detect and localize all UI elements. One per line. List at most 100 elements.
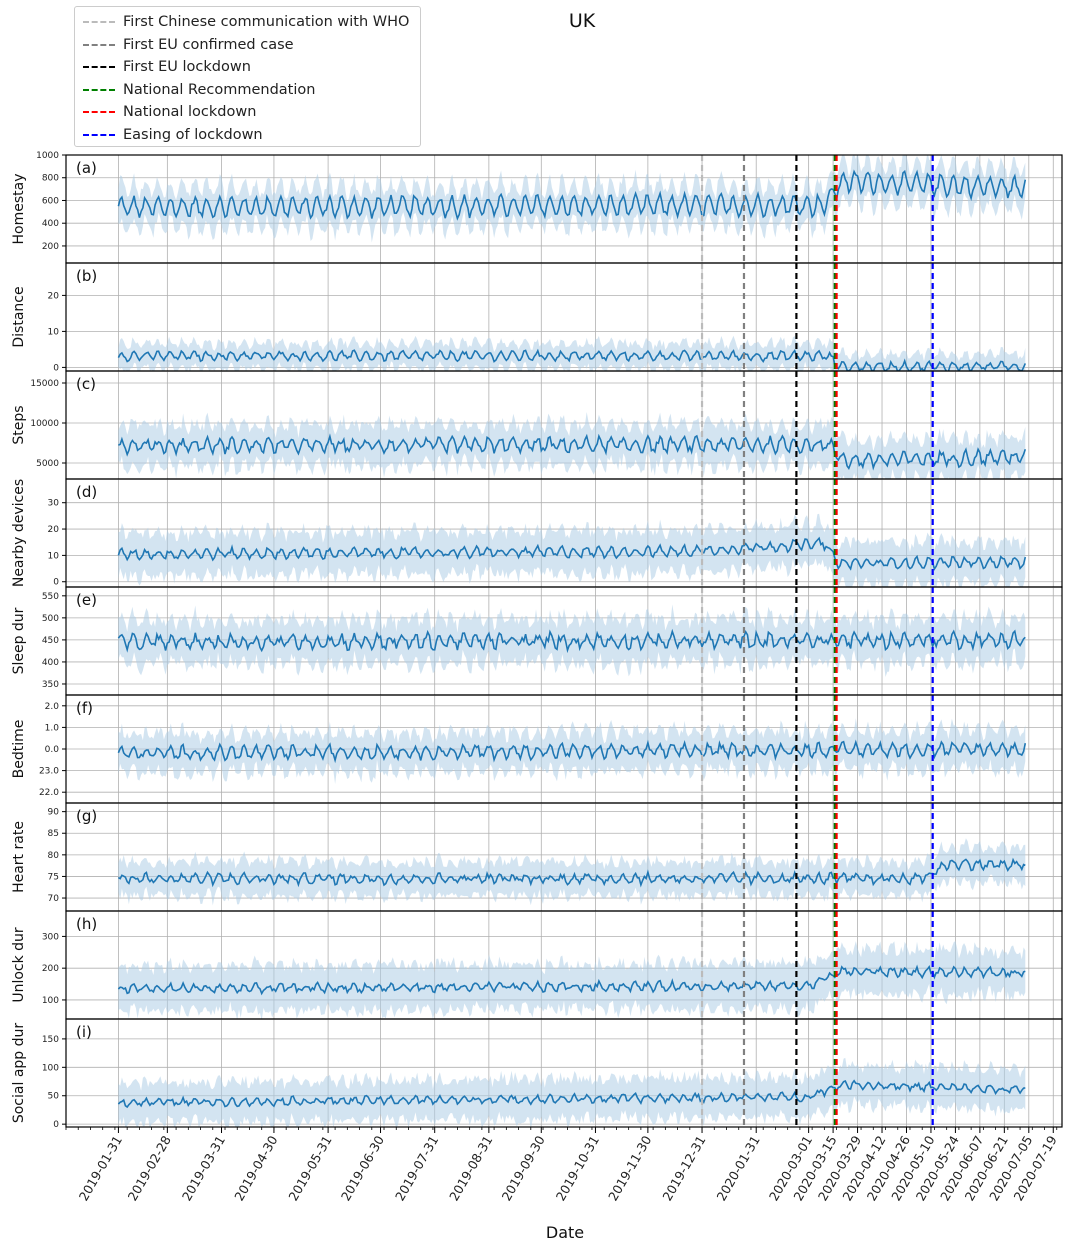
legend-label: National Recommendation [123,81,316,98]
y-tick-label: 0 [53,578,59,588]
y-axis-label: Steps [11,405,27,444]
panel-letter: (i) [76,1023,92,1041]
legend-swatch [83,88,115,91]
legend-label: Easing of lockdown [123,126,263,143]
legend-swatch [83,66,115,68]
series-line [117,536,1027,571]
legend-entry: First EU lockdown [83,57,251,77]
y-axis-label: Distance [11,286,27,347]
x-axis-label: Date [545,1223,585,1242]
legend-swatch [83,21,115,23]
y-tick-label: 0 [53,363,59,373]
figure-title: UK [568,10,596,32]
y-tick-label: 100 [42,1063,59,1073]
y-axis-label: Bedtime [11,720,27,779]
y-tick-label: 75 [48,872,59,882]
panel-letter: (d) [76,483,97,501]
series-line [117,169,1027,221]
y-tick-label: 1.0 [45,723,60,733]
legend-label: First EU confirmed case [123,36,294,53]
confidence-band [118,941,1026,1019]
panel: 200 400 600 800 1000 (a) Homestay [11,151,1063,264]
legend-entry: National lockdown [83,102,256,122]
series-line [117,628,1026,654]
panel-frame [65,1018,1063,1128]
confidence-band [118,838,1026,906]
x-tick-label: 2019-11-30 [605,1133,654,1203]
confidence-band [118,155,1026,243]
panel-letter: (e) [76,591,97,609]
y-tick-label: 50 [48,1092,60,1102]
y-tick-label: 23.0 [39,767,59,777]
y-tick-label: 10 [48,551,60,561]
y-tick-label: 1000 [36,151,59,161]
y-tick-label: 10000 [30,419,59,429]
y-axis-label: Homestay [11,174,27,245]
panel: 100 200 300 (h) Unlock dur [11,910,1063,1020]
y-tick-label: 500 [42,614,59,624]
series-line [117,739,1027,764]
legend-swatch [83,111,115,113]
x-tick-label: 2019-04-30 [231,1133,280,1203]
y-axis-label: Nearby devices [11,479,27,587]
confidence-band [118,1057,1026,1127]
panel: 70 75 80 85 90 (g) Heart rate [11,802,1063,912]
legend-entry: First EU confirmed case [83,35,294,55]
y-tick-label: 10 [48,327,60,337]
panel: 0 10 20 (b) Distance [11,262,1063,373]
y-tick-label: 80 [48,851,60,861]
y-tick-label: 0 [53,1120,59,1130]
y-tick-label: 0.0 [45,745,60,755]
series-line [117,348,1027,371]
x-tick-label: 2019-02-28 [125,1133,174,1203]
y-tick-label: 150 [42,1035,59,1045]
y-tick-label: 600 [42,196,59,206]
y-tick-label: 300 [42,932,59,942]
y-tick-label: 2.0 [45,702,60,712]
x-tick-label: 2019-05-31 [285,1133,334,1203]
x-tick-label: 2020-01-31 [713,1133,762,1203]
y-tick-label: 30 [48,499,60,509]
y-tick-label: 85 [48,829,59,839]
panel: 0 10 20 30 (d) Nearby devices [11,478,1063,588]
legend-entry: First Chinese communication with WHO [83,12,409,32]
x-tick-label: 2019-07-31 [392,1133,441,1203]
panel: 0 50 100 150 (i) Social app dur [11,1018,1063,1130]
x-tick-label: 2019-03-31 [179,1133,228,1203]
x-tick-label: 2019-09-30 [499,1133,548,1203]
x-tick-label: 2019-12-31 [659,1133,708,1203]
y-axis-label: Social app dur [11,1023,27,1124]
series-line [118,857,1026,888]
panel-letter: (b) [76,267,97,285]
y-tick-label: 550 [42,592,59,602]
y-tick-label: 90 [48,808,60,818]
panel-letter: (c) [76,375,96,393]
y-tick-label: 22.0 [39,788,59,798]
y-axis-label: Sleep dur [11,607,27,674]
legend-label: First EU lockdown [123,59,251,75]
y-tick-label: 400 [42,658,59,668]
panel: 22.0 23.0 0.0 1.0 2.0 (f) Bedtime [11,694,1063,804]
legend-label: First Chinese communication with WHO [123,14,410,30]
y-tick-label: 70 [48,894,60,904]
panel-letter: (h) [76,915,97,933]
confidence-band [118,335,1026,371]
x-tick-label: 2019-01-31 [76,1133,125,1203]
legend-label: National lockdown [123,104,257,120]
x-tick-label: 2019-06-30 [338,1133,387,1203]
series-line [117,964,1026,996]
y-tick-label: 15000 [30,379,59,389]
panel: 350 400 450 500 550 (e) Sleep dur [11,586,1063,696]
legend-entry: Easing of lockdown [83,125,263,145]
y-tick-label: 200 [42,242,59,252]
x-tick-label: 2019-08-31 [446,1133,495,1203]
y-tick-label: 200 [42,964,59,974]
y-tick-label: 800 [42,174,59,184]
y-tick-label: 450 [42,636,59,646]
series-line [118,433,1027,471]
y-axis-label: Unlock dur [11,927,27,1003]
panel-letter: (g) [76,807,97,825]
legend: First Chinese communication with WHO Firs… [74,6,421,147]
y-tick-label: 20 [48,525,60,535]
